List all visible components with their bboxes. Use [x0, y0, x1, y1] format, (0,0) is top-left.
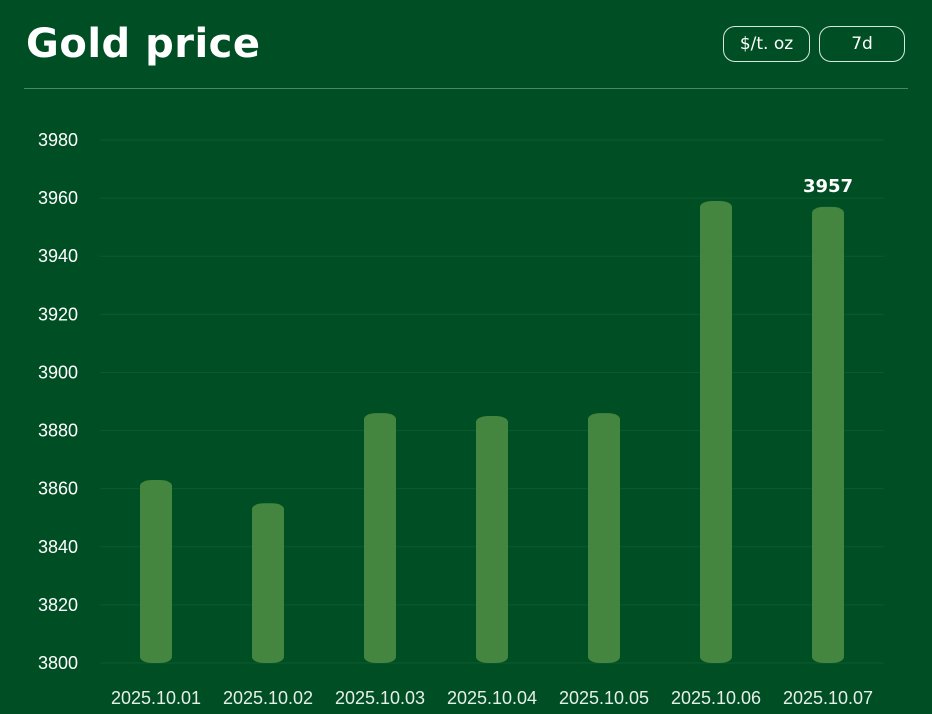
bar-2025.10.07[interactable]	[812, 206, 844, 664]
page-title: Gold price	[26, 21, 261, 67]
y-tick-label: 3800	[38, 653, 78, 673]
x-tick-label: 2025.10.02	[223, 688, 313, 708]
bar-2025.10.05[interactable]	[588, 413, 620, 663]
y-tick-label: 3940	[38, 246, 78, 266]
data-label: 3957	[803, 176, 853, 197]
bar-2025.10.02[interactable]	[252, 503, 284, 663]
y-tick-label: 3820	[38, 595, 78, 615]
y-tick-label: 3960	[38, 188, 78, 208]
x-tick-label: 2025.10.05	[559, 688, 649, 708]
bar-2025.10.01[interactable]	[140, 479, 172, 663]
x-tick-label: 2025.10.04	[447, 688, 537, 708]
x-tick-label: 2025.10.03	[335, 688, 425, 708]
unit-selector-button[interactable]: $/t. oz	[723, 26, 810, 62]
y-tick-label: 3840	[38, 537, 78, 557]
x-tick-label: 2025.10.06	[671, 688, 761, 708]
y-tick-label: 3920	[38, 304, 78, 324]
bar-2025.10.04[interactable]	[476, 416, 508, 663]
x-tick-label: 2025.10.01	[111, 688, 201, 708]
bar-2025.10.06[interactable]	[700, 201, 732, 663]
range-selector-button[interactable]: 7d	[819, 26, 905, 62]
y-tick-label: 3900	[38, 362, 78, 382]
y-tick-label: 3880	[38, 421, 78, 441]
y-tick-label: 3980	[38, 130, 78, 150]
header-divider	[24, 88, 908, 89]
bar-2025.10.03[interactable]	[364, 413, 396, 663]
y-tick-label: 3860	[38, 479, 78, 499]
x-tick-label: 2025.10.07	[783, 688, 873, 708]
